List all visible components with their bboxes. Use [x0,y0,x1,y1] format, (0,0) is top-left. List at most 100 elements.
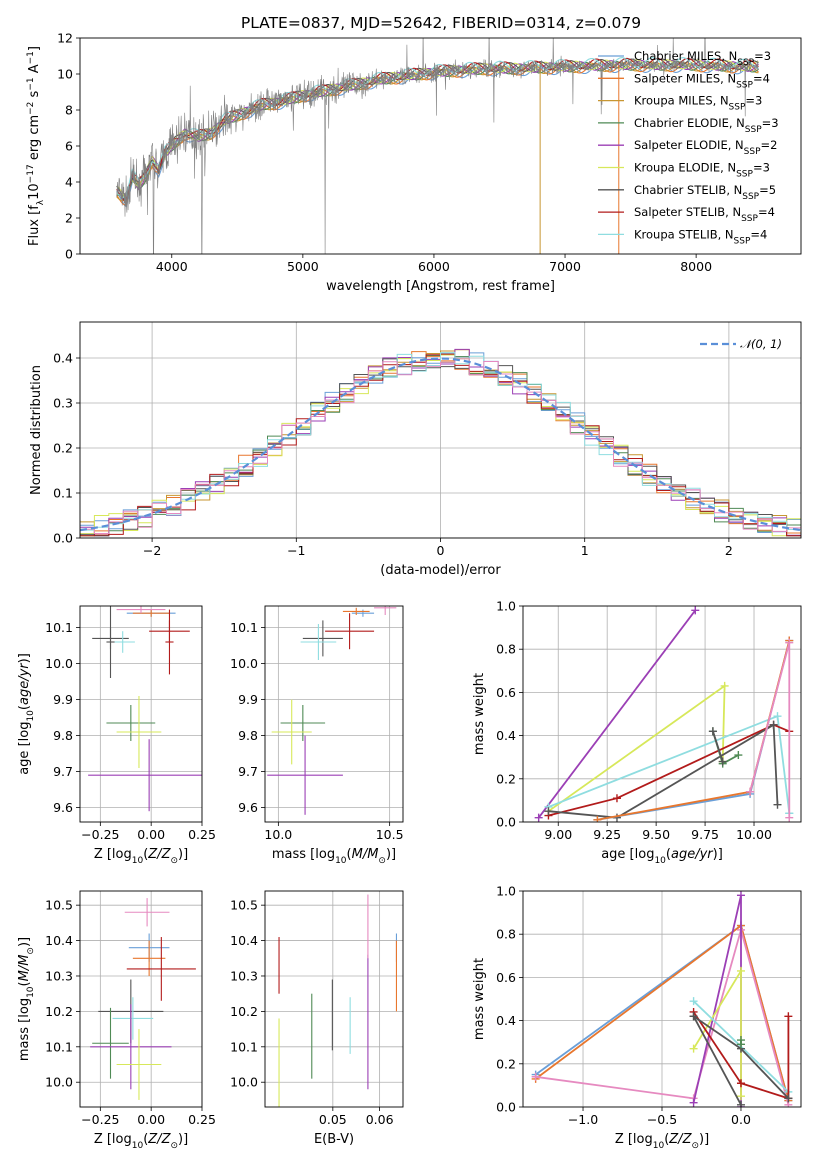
residuals-y-tick-label: 0.3 [53,396,73,411]
legend-label-part: =4 [750,227,767,241]
weight-line [692,1015,742,1106]
age-vs-Z-x-axis-label-part: ( [143,847,148,862]
residuals-x-tick-label: 2 [725,543,733,558]
mass-vs-ebv-x-axis-label: E(B-V) [314,1132,354,1147]
mass-vs-Z-x-tick-label: 0.25 [188,1112,216,1127]
age-vs-Z-y-axis-label-part: )] [17,653,32,663]
weight-marker [689,1012,698,1021]
weight-marker [534,813,543,822]
age-vs-Z-y-axis-label-part: ( [17,705,32,710]
legend-label: Salpeter STELIB, NSSP=4 [634,205,775,224]
weight-vs-Z-y-tick-label: 0.8 [496,927,516,942]
residuals-y-tick-label: 0.4 [53,351,73,366]
residuals-x-axis-label: (data-model)/error [380,563,501,578]
age-vs-Z-x-axis-label-part: Z/Z [147,847,171,862]
weight-vs-age-y-tick-label: 0.4 [496,728,516,743]
spectrum-y-tick-label: 4 [65,175,73,190]
age-vs-mass-x-axis-label-part: ⊙ [378,856,386,866]
mass-vs-Z-y-axis-label-part: ⊙ [26,947,36,955]
age-vs-mass-frame [264,605,404,823]
weight-marker [785,638,794,647]
spectrum-y-axis-label-part: s [27,90,42,101]
spectrum-y-axis-label-part: λ [36,199,46,205]
weight-marker [773,800,782,809]
legend-label-part: Salpeter STELIB, N [634,205,741,219]
spectrum-y-axis-label-part: −17 [26,164,36,183]
spectrum-y-axis-label-part: ] [27,46,42,51]
mass-vs-ebv-y-tick-label: 10.2 [230,1004,258,1019]
weight-marker [689,997,698,1006]
age-vs-mass-x-axis-label-part: M/M [352,847,379,862]
age-vs-Z-frame [79,605,203,823]
mass-vs-Z-x-axis-label-part: )] [178,1132,188,1147]
figure-title: PLATE=0837, MJD=52642, FIBERID=0314, z=0… [241,14,641,32]
residuals-x-tick-label: −1 [287,543,305,558]
spectrum-y-tick-label: 12 [57,31,73,46]
residuals-x-axis-label-part: (data-model)/error [380,563,501,578]
weight-vs-age-x-axis-label-part: age/yr [671,847,714,862]
weight-line [692,1011,790,1100]
spectrum-y-tick-label: 6 [65,139,73,154]
spectrum-y-axis-label-part: erg cm [27,115,42,164]
age-vs-Z-x-axis-label-part: ⊙ [170,856,178,866]
age-vs-Z-x-axis-label-part: )] [178,847,188,862]
spectrum-y-axis-label: Flux [fλ10−17 erg cm−2 s−1 A−1] [26,46,46,246]
spectrum-panel: 4000 5000 6000 7000 8000 0 2 4 6 8 10 12 wavelength … [26,31,802,294]
weight-marker [689,1044,698,1053]
mass-vs-Z-y-tick-label: 10.5 [45,898,73,913]
weight-vs-Z-x-axis-label-part: Z/Z [668,1132,692,1147]
age-vs-Z-x-tick-label: −0.25 [81,827,119,842]
spectrum-y-axis-label-part: A [27,64,42,77]
weight-vs-age-frame [522,605,802,823]
mass-vs-Z-x-tick-label: 0.00 [137,1112,165,1127]
histogram-line [80,358,801,534]
legend-label-part: SSP [737,58,754,68]
weight-vs-Z-x-tick-label: 0.0 [731,1112,751,1127]
legend-label-part: SSP [736,80,753,90]
weight-vs-age-x-tick-label: 9.75 [691,827,719,842]
mass-vs-Z-y-axis-label-part: mass [log [17,998,32,1061]
age-vs-mass-x-axis-label: mass [log10(M/M⊙)] [272,847,396,866]
age-vs-mass-x-axis-label-part: 10 [335,856,347,866]
age-vs-Z-x-axis-label-part: Z [log [94,847,132,862]
residuals-y-tick-label: 0.0 [53,531,73,546]
mass-vs-Z-y-axis-label: mass [log10(M/M⊙)] [17,937,36,1061]
age-vs-mass-y-tick-label: 9.6 [238,800,258,815]
legend-label-part: SSP [742,192,759,202]
weight-vs-age-y-tick-label: 0.8 [496,642,516,657]
weight-line [548,723,790,817]
weight-vs-age-x-axis-label: age [log10(age/yr)] [601,847,723,866]
weight-vs-Z-x-tick-label: −0.5 [647,1112,677,1127]
legend-label-part: =3 [762,116,779,130]
legend-label-part: SSP [744,147,761,157]
mass-vs-ebv-y-tick-label: 10.3 [230,968,258,983]
weight-vs-Z-x-axis-label-part: )] [699,1132,709,1147]
weight-line [712,731,724,762]
weight-line [535,926,790,1106]
weight-vs-Z-x-axis-label-part: ( [664,1132,669,1147]
weight-vs-Z-frame [522,890,802,1108]
age-vs-Z-y-tick-label: 10.1 [45,620,73,635]
weight-vs-Z-plot-area [523,891,801,1107]
weight-vs-Z-x-axis-label-part: 10 [653,1141,665,1151]
weight-vs-Z-y-axis-label-part: mass weight [472,958,487,1040]
weight-line [548,723,779,819]
spectrum-y-tick-label: 10 [57,67,73,82]
residuals-x-tick-label: 1 [581,543,589,558]
mass-vs-Z-x-axis-label: Z [log10(Z/Z⊙)] [94,1132,188,1151]
weight-marker [736,1092,745,1101]
legend-label: Salpeter MILES, NSSP=4 [634,71,770,90]
weight-vs-Z-x-axis-label: Z [log10(Z/Z⊙)] [615,1132,709,1151]
weight-vs-age-y-axis-label-part: mass weight [472,673,487,755]
spectrum-x-axis-label-part: wavelength [Angstrom, rest frame] [326,279,555,294]
weight-vs-Z-y-axis-label: mass weight [472,958,487,1040]
age-vs-Z-plot-area [80,606,202,822]
weight-line [537,609,697,819]
weight-vs-age-plot-area [523,606,801,822]
legend-label-part: =5 [759,183,776,197]
weight-marker [784,1012,793,1021]
weight-marker [689,1098,698,1107]
weight-marker [736,966,745,975]
legend-label-part: SSP [734,236,751,246]
weight-vs-age-x-axis-label-part: ( [666,847,671,862]
